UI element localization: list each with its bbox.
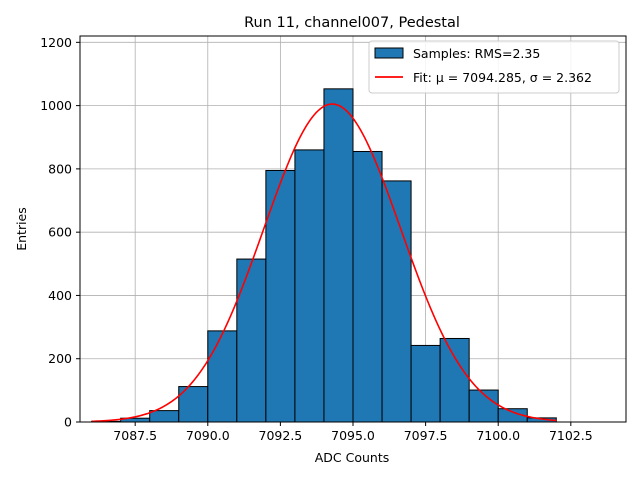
y-tick-label: 600: [48, 225, 72, 240]
histogram-bar: [352, 150, 383, 423]
chart-title: Run 11, channel007, Pedestal: [244, 15, 460, 31]
y-tick-label: 1200: [40, 35, 72, 50]
legend-label-fit: Fit: μ = 7094.285, σ = 2.362: [413, 70, 592, 85]
histogram-bar: [294, 149, 325, 423]
y-tick-label: 200: [48, 351, 72, 366]
legend: Samples: RMS=2.35 Fit: μ = 7094.285, σ =…: [368, 40, 620, 94]
x-axis-label: ADC Counts: [315, 450, 390, 465]
x-tick-label: 7090.0: [186, 428, 230, 443]
histogram-bar: [410, 344, 441, 423]
x-tick-label: 7097.5: [404, 428, 448, 443]
histogram-bar: [236, 258, 267, 423]
histogram-bar: [381, 180, 412, 423]
legend-box: [368, 40, 620, 94]
x-tick-label: 7092.5: [259, 428, 303, 443]
x-tick-label: 7095.0: [331, 428, 375, 443]
histogram-bar: [149, 410, 180, 423]
legend-label-samples: Samples: RMS=2.35: [413, 46, 540, 61]
histogram-bars: [91, 88, 557, 423]
histogram-bar: [207, 330, 238, 423]
histogram-bar: [265, 169, 296, 423]
x-tick-label: 7102.5: [549, 428, 593, 443]
histogram-bar: [439, 337, 470, 423]
histogram-bar: [323, 88, 354, 423]
x-tick-label: 7100.0: [476, 428, 520, 443]
y-tick-label: 1000: [40, 98, 72, 113]
y-axis-ticks: 0 200 400 600 800 1000 1200: [40, 35, 80, 430]
y-axis-label: Entries: [14, 207, 29, 251]
x-axis-ticks: 7087.5 7090.0 7092.5 7095.0 7097.5 7100.0 7102…: [113, 422, 593, 443]
gaussian-fit-curve: [91, 103, 557, 423]
y-tick-label: 400: [48, 288, 72, 303]
legend-swatch-samples: [374, 47, 404, 59]
y-tick-label: 800: [48, 161, 72, 176]
y-tick-label: 0: [64, 415, 72, 430]
x-tick-label: 7087.5: [113, 428, 157, 443]
fit-curve-group: [91, 103, 557, 423]
